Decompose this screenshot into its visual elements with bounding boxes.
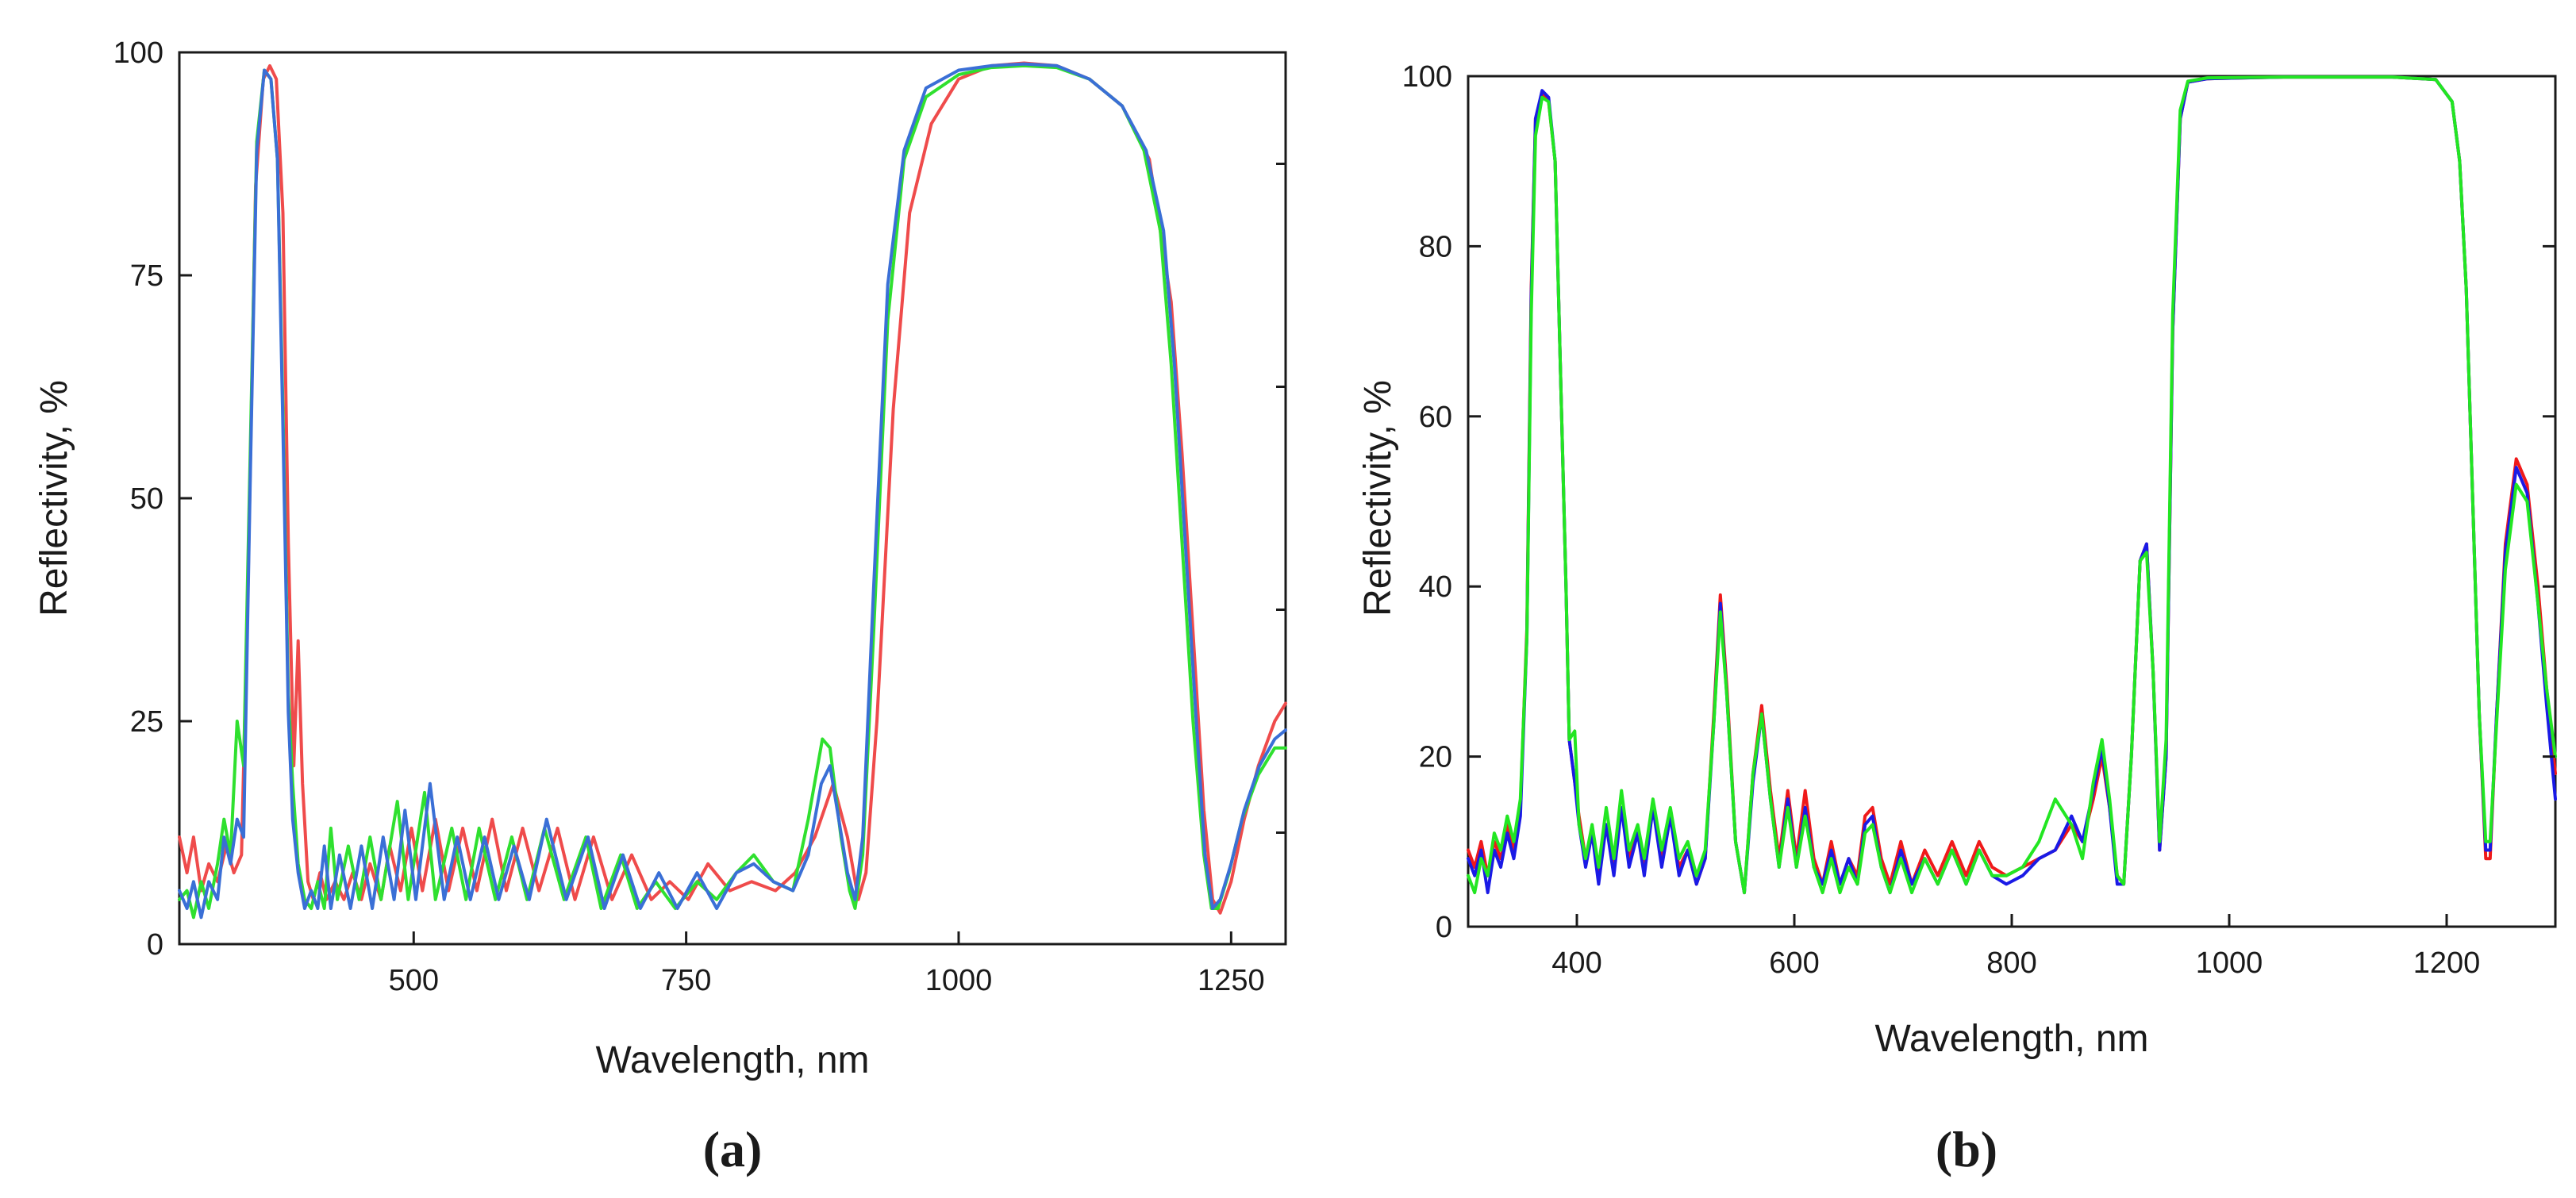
y-tick-label: 75 — [130, 259, 163, 293]
y-tick-label: 100 — [113, 36, 163, 70]
x-axis-label-a: Wavelength, nm — [595, 1039, 869, 1081]
x-tick-label: 750 — [661, 964, 711, 997]
y-tick-label: 60 — [1419, 401, 1452, 434]
panel-label-a: (a) — [703, 1121, 763, 1177]
y-axis-label-b: Reflectivity, % — [1357, 380, 1399, 616]
y-tick-label: 0 — [147, 928, 163, 962]
x-tick-label: 1000 — [2196, 946, 2263, 980]
series-line-green — [1467, 75, 2557, 895]
x-tick-label: 1250 — [1198, 964, 1265, 997]
x-tick-label: 600 — [1769, 946, 1819, 980]
x-tick-label: 1200 — [2413, 946, 2481, 980]
series-line-blue — [178, 62, 1287, 920]
y-axis-label-a: Reflectivity, % — [33, 380, 75, 616]
ticks-group-b: 400 600 800 1000 1200 0 20 40 60 80 100 — [1402, 60, 2555, 980]
x-tick-label: 1000 — [925, 964, 993, 997]
series-group-b — [1467, 75, 2557, 895]
chart-panel-b: 400 600 800 1000 1200 0 20 40 60 80 100 Reflectivi… — [1357, 60, 2557, 1177]
y-tick-label: 0 — [1436, 911, 1452, 944]
x-tick-label: 500 — [389, 964, 439, 997]
y-tick-label: 20 — [1419, 741, 1452, 774]
y-tick-label: 40 — [1419, 570, 1452, 604]
x-axis-label-b: Wavelength, nm — [1874, 1018, 2148, 1060]
plot-frame-b — [1467, 75, 2557, 928]
series-line-blue — [1467, 75, 2557, 895]
ticks-group-a: 500 750 1000 1250 0 25 50 75 100 — [113, 36, 1286, 997]
y-tick-label: 25 — [130, 705, 163, 739]
y-tick-label: 80 — [1419, 230, 1452, 263]
series-line-red — [1467, 75, 2557, 895]
y-tick-label: 100 — [1402, 60, 1452, 94]
panel-label-b: (b) — [1936, 1121, 1997, 1177]
plot-frame-a — [178, 51, 1287, 946]
x-tick-label: 400 — [1551, 946, 1601, 980]
chart-panel-a: 500 750 1000 1250 0 25 50 75 100 Reflectivity, %… — [33, 36, 1287, 1177]
x-tick-label: 800 — [1986, 946, 2036, 980]
y-tick-label: 50 — [130, 482, 163, 516]
series-group-a — [178, 61, 1287, 920]
series-line-green — [178, 63, 1287, 920]
series-line-red — [178, 61, 1287, 915]
